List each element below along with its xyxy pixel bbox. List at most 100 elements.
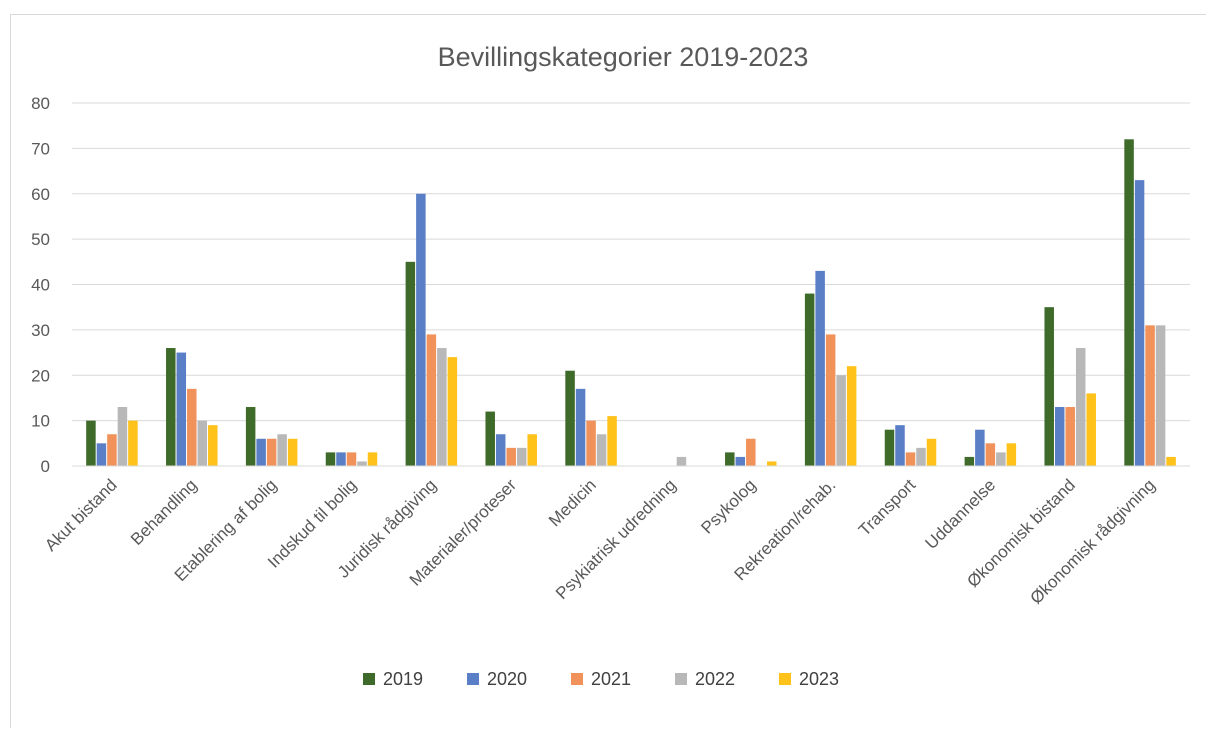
legend-item: 2019 bbox=[363, 669, 423, 689]
legend: 2019 2020 2021 2022 2023 bbox=[363, 669, 839, 689]
x-tick-label: Akut bistand bbox=[41, 475, 121, 555]
bar bbox=[447, 357, 458, 466]
bar bbox=[516, 447, 527, 466]
bar bbox=[1145, 325, 1155, 466]
bar bbox=[1006, 443, 1017, 466]
bar bbox=[357, 461, 367, 466]
bar bbox=[527, 434, 537, 466]
bar bbox=[825, 334, 836, 466]
legend-swatch bbox=[779, 673, 791, 685]
legend-label: 2019 bbox=[383, 669, 423, 689]
bar bbox=[506, 447, 516, 466]
bar bbox=[128, 420, 138, 466]
y-axis: 0 10 20 30 40 50 60 70 80 bbox=[31, 94, 50, 476]
bar bbox=[325, 452, 336, 466]
x-tick-label: Transport bbox=[855, 475, 920, 540]
bar bbox=[975, 429, 985, 466]
y-tick-label: 0 bbox=[41, 457, 50, 476]
bar bbox=[1124, 139, 1134, 467]
bar bbox=[836, 375, 846, 466]
y-tick-label: 10 bbox=[31, 412, 50, 431]
bar bbox=[565, 370, 575, 466]
bar bbox=[746, 438, 756, 466]
bar bbox=[996, 452, 1006, 466]
legend-item: 2023 bbox=[779, 669, 839, 689]
bar bbox=[336, 452, 346, 466]
legend-label: 2022 bbox=[695, 669, 735, 689]
y-tick-label: 30 bbox=[31, 321, 50, 340]
bar bbox=[187, 388, 197, 466]
bar bbox=[1166, 456, 1176, 466]
bar bbox=[884, 429, 895, 466]
legend-item: 2022 bbox=[675, 669, 735, 689]
legend-swatch bbox=[571, 673, 583, 685]
bar bbox=[905, 452, 916, 466]
bar bbox=[166, 348, 176, 466]
bar bbox=[256, 438, 266, 466]
bar bbox=[767, 461, 777, 466]
bar bbox=[1065, 407, 1075, 466]
bars bbox=[86, 139, 1176, 467]
x-tick-label: Medicin bbox=[545, 475, 600, 530]
legend-label: 2021 bbox=[591, 669, 631, 689]
bar bbox=[485, 411, 495, 466]
bar bbox=[96, 443, 107, 466]
bar bbox=[964, 456, 975, 466]
bar bbox=[815, 270, 825, 466]
bar bbox=[86, 420, 96, 466]
bar bbox=[926, 438, 937, 466]
bar bbox=[607, 416, 617, 466]
bar bbox=[287, 438, 298, 466]
bar bbox=[416, 193, 426, 466]
bar bbox=[107, 434, 117, 466]
chart-frame bbox=[10, 14, 1206, 728]
legend-swatch bbox=[675, 673, 687, 685]
legend-item: 2021 bbox=[571, 669, 631, 689]
bar bbox=[725, 452, 735, 466]
legend-item: 2020 bbox=[467, 669, 527, 689]
bar bbox=[895, 425, 905, 466]
bar bbox=[117, 407, 128, 466]
bar bbox=[1044, 307, 1054, 466]
legend-swatch bbox=[363, 673, 375, 685]
bar bbox=[437, 348, 447, 466]
y-tick-label: 40 bbox=[31, 276, 50, 295]
y-tick-label: 60 bbox=[31, 185, 50, 204]
bar bbox=[367, 452, 378, 466]
bar bbox=[1086, 393, 1096, 466]
bar bbox=[208, 425, 218, 466]
bar bbox=[176, 352, 187, 466]
x-tick-label: Psykolog bbox=[697, 475, 759, 537]
legend-swatch bbox=[467, 673, 479, 685]
bar bbox=[916, 447, 926, 466]
bar bbox=[346, 452, 357, 466]
y-tick-label: 50 bbox=[31, 230, 50, 249]
bar bbox=[1134, 180, 1145, 466]
bar bbox=[245, 407, 256, 466]
bar bbox=[495, 434, 506, 466]
legend-label: 2020 bbox=[487, 669, 527, 689]
y-tick-label: 70 bbox=[31, 139, 50, 158]
bar bbox=[985, 443, 996, 466]
bar bbox=[405, 261, 416, 466]
gridlines bbox=[72, 102, 1190, 467]
bar bbox=[1054, 407, 1065, 466]
bar bbox=[735, 456, 746, 466]
bar bbox=[426, 334, 437, 466]
x-tick-label: Uddannelse bbox=[922, 475, 1000, 553]
bar bbox=[676, 456, 687, 466]
legend-label: 2023 bbox=[799, 669, 839, 689]
bar bbox=[266, 438, 277, 466]
bar bbox=[586, 420, 596, 466]
bar bbox=[596, 434, 607, 466]
bar bbox=[804, 293, 815, 466]
bar bbox=[846, 366, 857, 466]
bar bbox=[575, 388, 586, 466]
bar bbox=[277, 434, 287, 466]
bar bbox=[197, 420, 208, 466]
y-tick-label: 20 bbox=[31, 366, 50, 385]
x-tick-label: Behandling bbox=[127, 475, 201, 549]
chart-title: Bevillingskategorier 2019-2023 bbox=[438, 42, 809, 72]
